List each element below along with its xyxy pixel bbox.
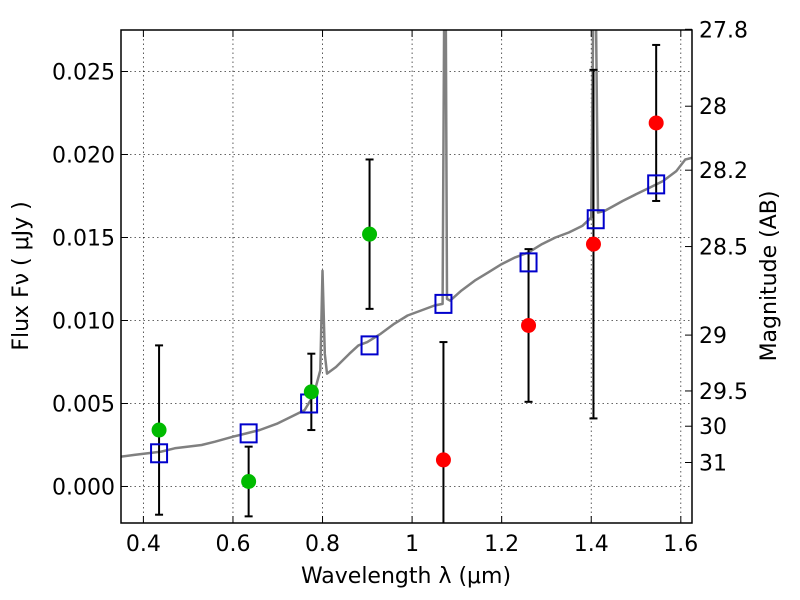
y-tick-label: 0.015 xyxy=(52,226,115,251)
model-photometry-box xyxy=(647,174,666,195)
observed-point-green xyxy=(151,422,167,438)
x-tick-label: 0.6 xyxy=(215,532,250,557)
model-photometry-box xyxy=(586,209,605,230)
model-spectrum xyxy=(121,30,692,458)
grid xyxy=(121,30,692,523)
y-tick-label: 0.025 xyxy=(52,60,115,85)
y2-tick-label: 31 xyxy=(699,451,727,476)
y2-tick-label: 28.2 xyxy=(699,159,748,184)
observed-point-green xyxy=(362,226,378,242)
y-tick-label: 0.020 xyxy=(52,143,115,168)
x-tick-label: 1.2 xyxy=(484,532,519,557)
observed-point-red xyxy=(585,236,601,252)
y-tick-label: 0.000 xyxy=(52,475,115,500)
model-spectrum-line xyxy=(121,30,692,458)
model-photometry-box xyxy=(360,335,379,356)
y2-tick-label: 29.5 xyxy=(699,380,748,405)
x-tick-label: 0.4 xyxy=(126,532,161,557)
y-tick-label: 0.005 xyxy=(52,392,115,417)
y2-tick-label: 29 xyxy=(699,324,727,349)
y2-tick-label: 27.8 xyxy=(699,18,748,43)
observed-points xyxy=(151,115,664,490)
model-photometry-box xyxy=(519,252,538,273)
y2-tick-label: 28.5 xyxy=(699,236,748,261)
model-photometry xyxy=(150,174,666,464)
plot-frame xyxy=(120,29,693,524)
observed-point-green xyxy=(303,384,319,400)
x-axis-label: Wavelength λ (μm) xyxy=(301,564,511,589)
x-tick-label: 1.4 xyxy=(574,532,609,557)
error-bars xyxy=(155,43,661,523)
y-axis-label: Flux Fν ( μJy ) xyxy=(9,201,34,350)
y2-tick-label: 28 xyxy=(699,95,727,120)
y-tick-label: 0.010 xyxy=(52,309,115,334)
observed-point-red xyxy=(435,452,451,468)
x-tick-label: 1.6 xyxy=(663,532,698,557)
model-photometry-box xyxy=(239,423,258,444)
y2-tick-label: 30 xyxy=(699,415,727,440)
model-photometry-box xyxy=(434,293,453,314)
observed-point-green xyxy=(241,474,257,490)
model-photometry-box xyxy=(150,443,169,464)
axis-ticks: 0.4 0.6 0.8 1 1.2 1.4 1.6 0.000 0.005 0.010 0.015 0… xyxy=(52,18,748,557)
y2-axis-label: Magnitude (AB) xyxy=(757,191,782,362)
observed-point-red xyxy=(648,115,664,131)
observed-point-red xyxy=(521,317,537,333)
x-tick-label: 0.8 xyxy=(305,532,340,557)
x-tick-label: 1 xyxy=(405,532,419,557)
